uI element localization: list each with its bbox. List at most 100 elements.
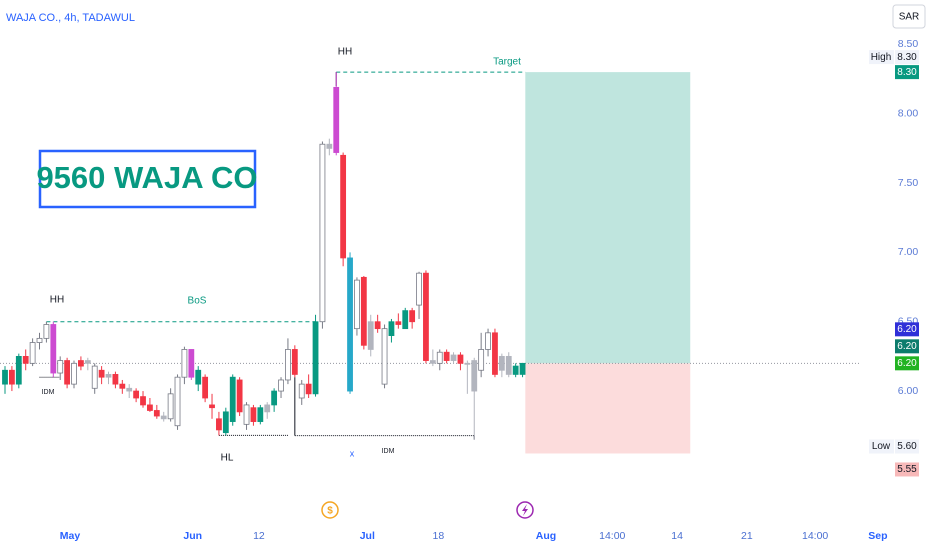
chart-title: WAJA CO., 4h, TADAWUL bbox=[6, 12, 135, 24]
candle-body bbox=[423, 272, 429, 361]
x-tick-label: Jul bbox=[360, 530, 375, 542]
candle-body bbox=[222, 411, 229, 434]
candle-body bbox=[71, 362, 77, 385]
candle-body bbox=[50, 324, 57, 374]
candle-body bbox=[153, 410, 160, 417]
candle-body bbox=[409, 310, 416, 323]
candle-body bbox=[195, 369, 202, 385]
x-tick-label: 21 bbox=[741, 530, 753, 542]
candle-body bbox=[367, 321, 374, 350]
candle-body bbox=[160, 415, 167, 420]
candle-body bbox=[147, 404, 153, 411]
price-tag bbox=[895, 439, 919, 454]
price-tag bbox=[895, 322, 919, 337]
candle-body bbox=[340, 154, 347, 259]
stop-zone bbox=[525, 363, 691, 454]
annotation: IDM bbox=[42, 389, 55, 396]
price-tag-label: 6.20 bbox=[897, 358, 917, 369]
candle-body bbox=[416, 272, 422, 306]
candle-body bbox=[133, 390, 140, 399]
candle-body bbox=[105, 374, 112, 378]
candle-body bbox=[126, 387, 133, 392]
candle-body bbox=[140, 396, 146, 406]
candle-body bbox=[381, 328, 388, 385]
candle-body bbox=[388, 321, 395, 336]
price-tag bbox=[895, 462, 919, 477]
dividend-symbol: $ bbox=[327, 506, 333, 517]
x-tick-label: 18 bbox=[433, 530, 445, 542]
candle-body bbox=[243, 404, 250, 425]
y-tick-label: 6.00 bbox=[898, 385, 919, 397]
candle-body bbox=[450, 354, 457, 361]
candle-body bbox=[354, 279, 360, 330]
candle-body bbox=[181, 349, 188, 378]
candle-body bbox=[298, 383, 305, 399]
candle-body bbox=[2, 369, 8, 385]
candle-body bbox=[119, 383, 126, 389]
candle-body bbox=[312, 321, 319, 395]
currency[interactable]: SAR bbox=[899, 12, 920, 23]
price-tag bbox=[895, 356, 919, 371]
y-tick-label: 7.50 bbox=[898, 177, 919, 189]
candle-body bbox=[202, 376, 209, 399]
price-caption: Low bbox=[872, 441, 891, 452]
candle-body bbox=[319, 143, 326, 323]
candle-body bbox=[360, 276, 367, 346]
candle-body bbox=[505, 355, 512, 375]
label-box bbox=[38, 149, 257, 209]
candle-body bbox=[402, 310, 409, 330]
candle-body bbox=[395, 321, 402, 325]
candle-body bbox=[429, 360, 436, 364]
y-tick-label: 8.50 bbox=[898, 38, 919, 50]
candle-body bbox=[57, 360, 64, 374]
candle-body bbox=[188, 349, 195, 378]
candle-body bbox=[78, 360, 84, 367]
candle-body bbox=[250, 407, 257, 422]
candle-body bbox=[216, 418, 222, 431]
price-tag-label: 5.60 bbox=[897, 441, 917, 452]
annotation: HH bbox=[50, 295, 64, 306]
price-tag-label: 8.30 bbox=[897, 52, 917, 63]
price-tag-label: 5.55 bbox=[897, 464, 917, 475]
candle-body bbox=[9, 369, 15, 385]
candle-body bbox=[91, 365, 98, 389]
candle-body bbox=[15, 355, 22, 385]
candle-body bbox=[174, 376, 181, 427]
x-tick-label: Sep bbox=[868, 530, 887, 542]
currency-box[interactable] bbox=[892, 4, 926, 29]
candle-body bbox=[512, 365, 519, 375]
price-tag-label: 8.30 bbox=[897, 67, 917, 78]
price-caption-box bbox=[869, 439, 894, 454]
x-tick-label: Jun bbox=[183, 530, 202, 542]
annotation: BoS bbox=[188, 296, 207, 307]
candle-body bbox=[305, 383, 312, 395]
candle-body bbox=[264, 404, 271, 413]
annotation: IDM bbox=[382, 448, 395, 455]
candle-body bbox=[257, 407, 264, 422]
candle-body bbox=[43, 324, 50, 339]
candle-body bbox=[291, 349, 298, 375]
candle-body bbox=[436, 351, 443, 364]
candle-body bbox=[519, 362, 526, 375]
candle-body bbox=[443, 351, 450, 361]
price-tag bbox=[895, 65, 919, 80]
candle-body bbox=[29, 342, 36, 364]
y-tick-label: 7.00 bbox=[898, 246, 919, 258]
candle-body bbox=[271, 390, 278, 406]
annotation: HH bbox=[338, 47, 352, 58]
candle-body bbox=[457, 354, 464, 364]
price-tag bbox=[895, 50, 919, 65]
x-tick-label: 14:00 bbox=[599, 530, 625, 542]
candle-body bbox=[492, 332, 498, 375]
label-text: 9560 WAJA CO bbox=[36, 160, 257, 195]
candle-body bbox=[478, 349, 485, 371]
earnings-bolt bbox=[522, 504, 528, 516]
candle-body bbox=[326, 143, 333, 149]
candle-body bbox=[22, 355, 29, 364]
candle-body bbox=[84, 360, 91, 364]
x-tick-label: 14:00 bbox=[802, 530, 828, 542]
annotation: Target bbox=[493, 57, 521, 68]
candle-body bbox=[209, 404, 215, 409]
candle-body bbox=[98, 369, 105, 378]
